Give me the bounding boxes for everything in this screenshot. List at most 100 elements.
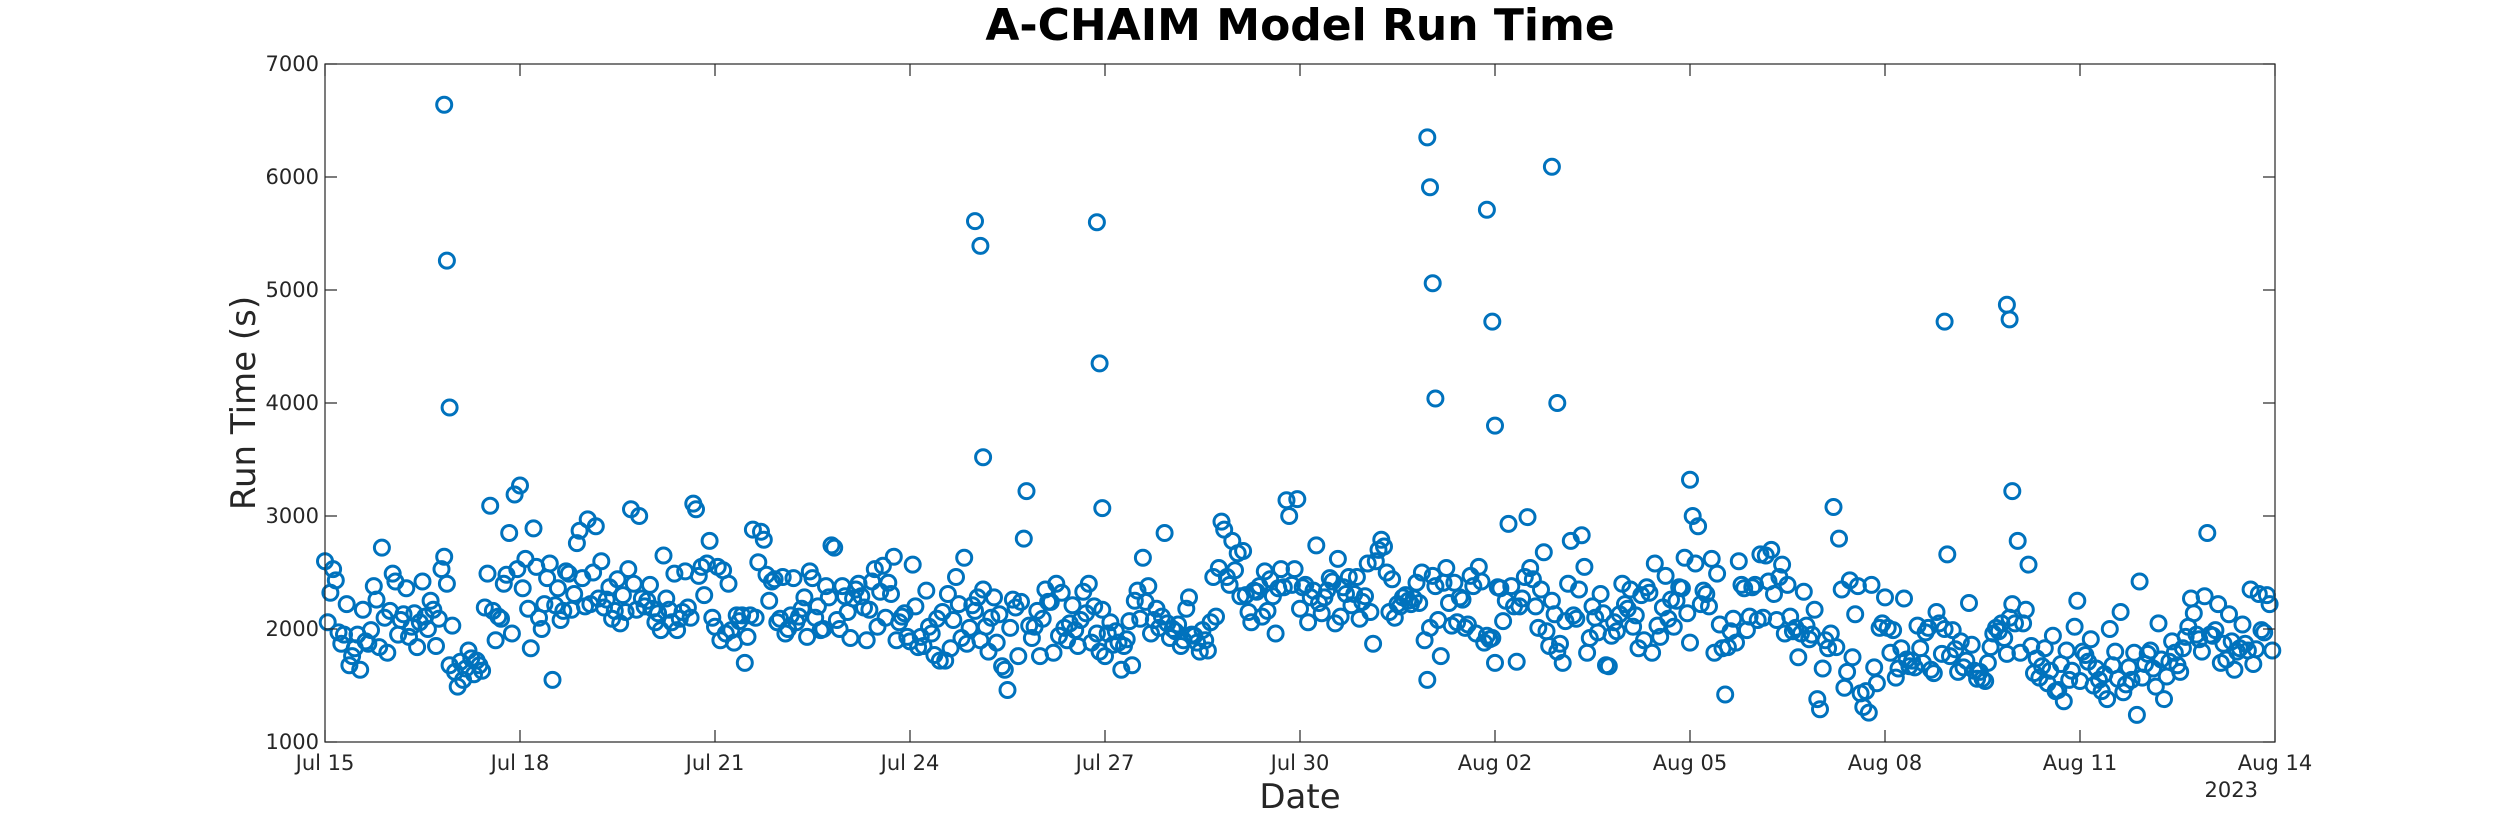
data-point (1867, 674, 1886, 693)
data-point (2111, 603, 2130, 621)
y-tick-label: 1000 (266, 730, 319, 754)
data-point (351, 660, 370, 679)
data-point (1258, 601, 1277, 620)
data-point (1274, 578, 1293, 597)
data-point (1101, 613, 1120, 632)
data-point (1328, 549, 1347, 568)
data-point (765, 570, 784, 589)
data-point (1299, 613, 1318, 632)
data-point (486, 631, 505, 650)
data-point (1824, 498, 1843, 516)
data-point (1041, 592, 1060, 611)
data-point (405, 604, 424, 623)
data-point (1483, 629, 1502, 647)
data-point (971, 236, 990, 255)
x-tick-label: Jul 21 (684, 751, 745, 775)
data-point (1003, 590, 1022, 609)
data-point (1624, 617, 1643, 636)
data-point (440, 398, 459, 417)
data-point (1453, 590, 1472, 609)
data-point (2244, 655, 2263, 673)
data-point (884, 547, 903, 566)
data-point (1383, 570, 1402, 589)
data-point (1607, 622, 1626, 641)
data-point (1865, 658, 1884, 677)
data-point (505, 485, 524, 504)
data-point (1876, 588, 1894, 607)
data-point (2000, 310, 2019, 329)
x-tick-label: Jul 24 (879, 751, 940, 775)
data-point (1001, 618, 1020, 637)
data-point (394, 605, 413, 624)
data-point (2003, 482, 2022, 501)
data-point (947, 568, 965, 586)
data-point (2206, 621, 2225, 640)
data-point (657, 589, 676, 608)
data-point (2184, 604, 2203, 623)
data-point (1364, 634, 1383, 653)
data-point (353, 600, 372, 619)
data-point (844, 589, 863, 608)
data-point (519, 599, 538, 618)
data-point (1708, 564, 1727, 583)
data-point (1266, 624, 1285, 643)
data-point (1090, 354, 1109, 373)
data-point (2160, 652, 2179, 671)
data-point (554, 601, 573, 620)
data-point (383, 564, 402, 583)
data-point (2141, 641, 2160, 660)
data-point (1643, 643, 1662, 662)
data-point (2195, 587, 2214, 606)
data-point (1724, 609, 1743, 628)
data-point (2173, 639, 2192, 658)
data-point (687, 500, 705, 519)
data-point (2100, 620, 2119, 638)
data-point (1220, 575, 1239, 594)
data-point (985, 588, 1003, 607)
data-point (860, 600, 879, 619)
data-point (2035, 639, 2054, 658)
data-point (2255, 623, 2274, 642)
data-point (2019, 555, 2038, 574)
data-point (2130, 572, 2149, 591)
data-point (703, 608, 722, 627)
data-point (966, 212, 984, 231)
data-point (1578, 643, 1597, 662)
data-point (735, 653, 754, 672)
data-point (2192, 642, 2211, 661)
data-point (1838, 662, 1857, 681)
data-point (743, 520, 762, 539)
data-point (1773, 555, 1792, 574)
data-points (316, 95, 2282, 724)
data-point (532, 620, 551, 638)
data-point (2225, 660, 2244, 679)
data-point (1672, 579, 1691, 598)
data-point (1960, 594, 1978, 612)
data-point (1743, 578, 1762, 597)
data-point (1079, 574, 1098, 593)
data-point (1575, 557, 1594, 576)
data-point (1678, 604, 1697, 623)
data-point (1813, 659, 1832, 678)
data-point (1288, 490, 1307, 509)
data-point (1762, 540, 1781, 559)
data-point (1120, 612, 1139, 631)
data-point (592, 552, 611, 571)
data-point (1564, 606, 1583, 625)
data-point (408, 638, 427, 657)
data-point (798, 627, 817, 646)
data-point (882, 585, 900, 603)
data-point (1778, 575, 1797, 594)
data-point (478, 564, 497, 583)
data-point (1729, 552, 1748, 571)
data-point (990, 605, 1009, 624)
data-point (1645, 554, 1664, 573)
data-point (2209, 595, 2228, 614)
data-point (1342, 596, 1361, 615)
data-point (1310, 594, 1328, 612)
data-point (1895, 589, 1913, 608)
data-point (1307, 536, 1326, 555)
data-point (432, 560, 451, 579)
data-point (1884, 621, 1903, 640)
data-point (1093, 600, 1112, 619)
